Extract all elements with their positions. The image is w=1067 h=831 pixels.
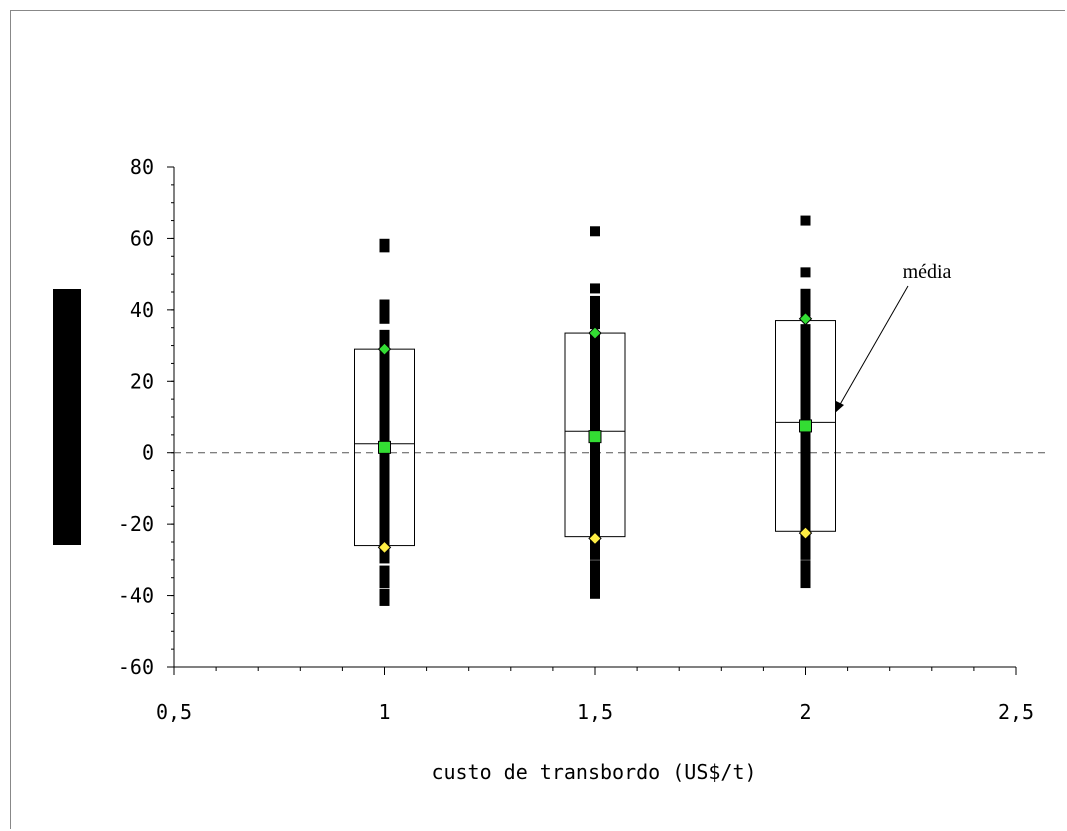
y-tick-label: 20	[130, 369, 154, 393]
data-point	[800, 578, 811, 589]
diamond-low-0	[377, 540, 392, 555]
data-point	[379, 308, 390, 319]
data-point	[590, 226, 600, 237]
diamond-low-1	[588, 531, 602, 546]
data-point	[590, 283, 600, 294]
data-point	[590, 565, 600, 576]
data-point	[800, 295, 811, 306]
data-point	[590, 319, 600, 330]
data-point	[379, 313, 390, 324]
annotation-arrow-line	[837, 285, 909, 409]
annotation-media: média	[903, 261, 952, 283]
annotation-arrow-head	[835, 401, 844, 413]
data-point	[379, 329, 390, 340]
diamond-high-0	[377, 342, 392, 356]
data-point	[800, 306, 811, 317]
x-axis-title: custo de transbordo (US$/t)	[431, 760, 756, 784]
data-point	[800, 288, 811, 299]
diamond-high-2	[798, 312, 813, 326]
data-point	[590, 560, 600, 571]
data-point	[800, 560, 811, 571]
x-tick-label: 0,5	[156, 700, 192, 724]
dense-points-0	[379, 349, 390, 564]
data-point	[800, 215, 811, 226]
data-point	[590, 312, 600, 322]
y-tick-label: 60	[130, 226, 154, 250]
y-tick-label: -40	[118, 584, 154, 608]
dense-points-1	[590, 334, 600, 560]
data-point	[800, 267, 811, 278]
legend-color-bar	[53, 289, 81, 545]
mean-marker-2	[799, 419, 812, 433]
data-point	[379, 588, 390, 599]
y-tick-label: 80	[130, 155, 154, 179]
x-tick-label: 2,5	[998, 700, 1034, 724]
diamond-low-2	[798, 526, 813, 540]
data-point	[590, 576, 600, 587]
chart-marks	[174, 215, 1046, 606]
dense-points-2	[800, 324, 811, 560]
data-point	[590, 295, 600, 306]
data-point	[379, 565, 390, 576]
chart-frame	[10, 10, 1065, 829]
x-tick-label: 1,5	[577, 700, 613, 724]
data-point	[590, 304, 600, 315]
y-tick-label: 40	[130, 298, 154, 322]
x-tick-label: 2	[799, 700, 811, 724]
mean-marker-0	[378, 440, 391, 454]
data-point	[379, 578, 390, 589]
y-tick-label: -60	[118, 655, 154, 679]
data-point	[379, 595, 390, 606]
mean-marker-1	[588, 430, 602, 444]
data-point	[379, 242, 390, 253]
y-tick-label: -20	[118, 512, 154, 536]
data-point	[590, 570, 600, 581]
diamond-high-1	[588, 326, 602, 340]
data-point	[800, 569, 811, 580]
y-tick-label: 0	[142, 441, 154, 465]
data-point	[590, 588, 600, 599]
x-tick-label: 1	[378, 700, 390, 724]
data-point	[379, 303, 390, 314]
axes: 80 60 40 20 0 -20 -40 -600,5 1 1,5 2 2,5	[118, 155, 1034, 724]
